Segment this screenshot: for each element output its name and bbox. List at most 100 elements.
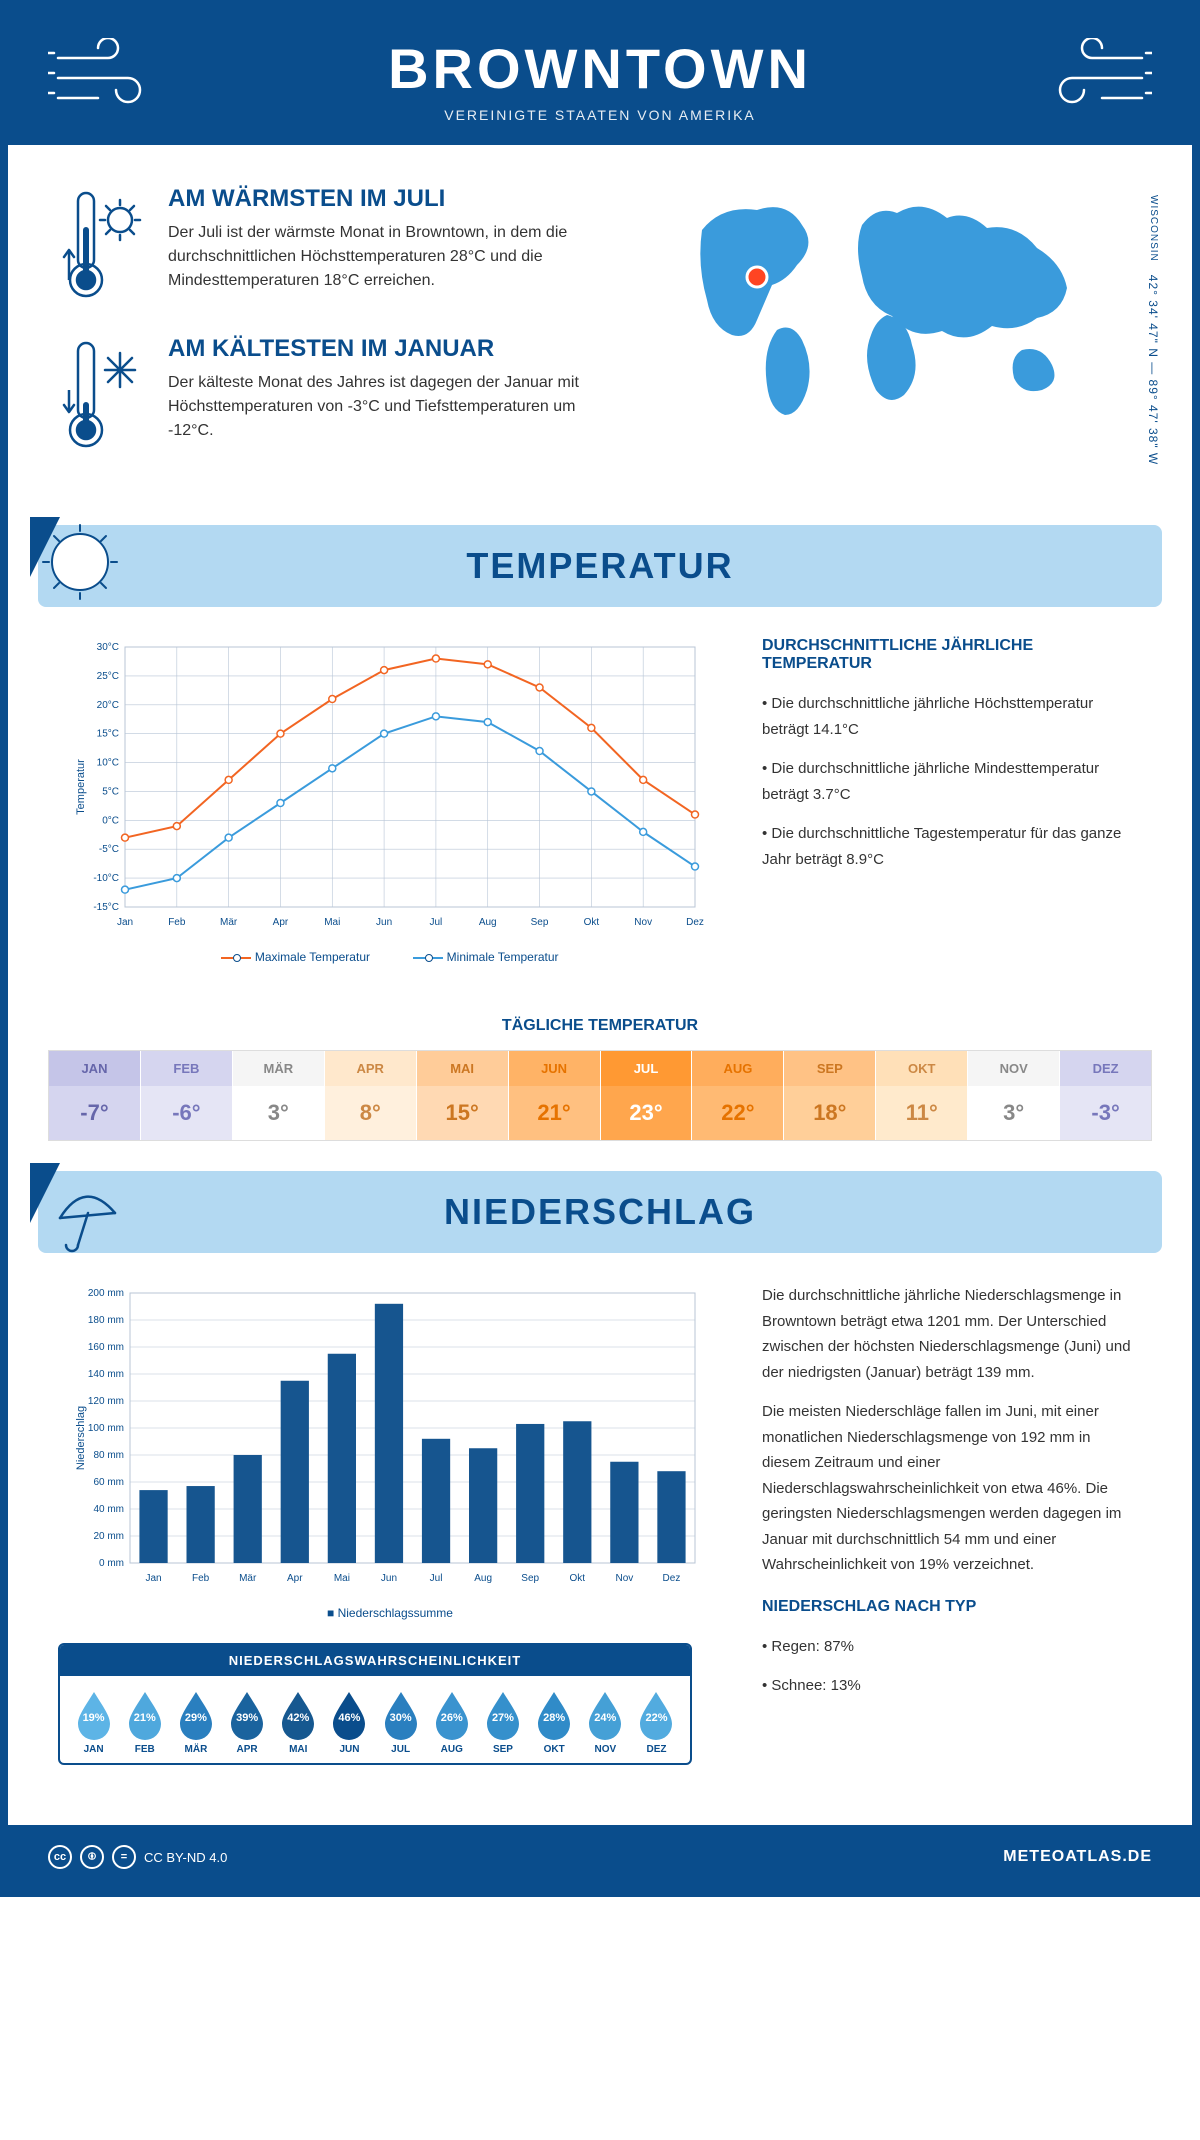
svg-text:Aug: Aug [474,1573,492,1584]
temp-cell: NOV3° [968,1051,1060,1140]
precip-type-item: • Regen: 87% [762,1634,1142,1660]
wind-icon [48,38,158,118]
temp-bullet: • Die durchschnittliche Tagestemperatur … [762,821,1142,872]
prob-title: NIEDERSCHLAGSWAHRSCHEINLICHKEIT [60,1645,690,1676]
temp-cell: OKT11° [876,1051,968,1140]
coldest-title: AM KÄLTESTEN IM JANUAR [168,335,588,363]
svg-text:40 mm: 40 mm [93,1504,124,1515]
prob-cell: 46%JUN [324,1688,375,1755]
temp-cell: AUG22° [692,1051,784,1140]
svg-text:Dez: Dez [663,1573,681,1584]
prob-cell: 21%FEB [119,1688,170,1755]
precip-text-1: Die durchschnittliche jährliche Niedersc… [762,1283,1142,1385]
prob-cell: 24%NOV [580,1688,631,1755]
temp-cell: JAN-7° [49,1051,141,1140]
temp-summary-title: DURCHSCHNITTLICHE JÄHRLICHE TEMPERATUR [762,637,1142,673]
svg-text:10°C: 10°C [97,758,119,769]
thermometer-cold-icon [58,335,148,455]
site-name: METEOATLAS.DE [1003,1848,1152,1866]
coldest-text: Der kälteste Monat des Jahres ist dagege… [168,371,588,443]
svg-text:Dez: Dez [686,917,704,928]
by-icon: 🅯 [80,1845,104,1869]
svg-text:0°C: 0°C [102,815,119,826]
svg-text:Apr: Apr [273,917,289,928]
temperature-line-chart: -15°C -10°C -5°C 0°C 5°C 10°C 15°C 20°C 25°C 30°C… [58,637,722,967]
svg-text:Jan: Jan [117,917,133,928]
svg-text:60 mm: 60 mm [93,1477,124,1488]
temp-cell: SEP18° [784,1051,876,1140]
temp-cell: APR8° [325,1051,417,1140]
svg-text:Mai: Mai [324,917,340,928]
svg-text:Okt: Okt [570,1573,586,1584]
cc-icon: cc [48,1845,72,1869]
temp-cell: FEB-6° [141,1051,233,1140]
infographic-container: BROWNTOWN VEREINIGTE STAATEN VON AMERIKA… [0,0,1200,1897]
temp-bullet: • Die durchschnittliche jährliche Höchst… [762,691,1142,742]
svg-text:-5°C: -5°C [99,844,119,855]
svg-text:Mai: Mai [334,1573,350,1584]
world-map-icon [662,185,1102,425]
svg-text:15°C: 15°C [97,729,119,740]
top-section: AM WÄRMSTEN IM JULI Der Juli ist der wär… [8,145,1192,515]
svg-text:Apr: Apr [287,1573,303,1584]
svg-text:Feb: Feb [168,917,186,928]
svg-text:Jun: Jun [381,1573,397,1584]
temp-section-title: TEMPERATUR [38,545,1162,587]
thermometer-hot-icon [58,185,148,305]
svg-text:80 mm: 80 mm [93,1450,124,1461]
warmest-text: Der Juli ist der wärmste Monat in Brownt… [168,221,588,293]
svg-text:120 mm: 120 mm [88,1396,124,1407]
svg-text:Niederschlag: Niederschlag [75,1406,87,1470]
svg-text:180 mm: 180 mm [88,1315,124,1326]
svg-text:Jul: Jul [430,917,443,928]
temp-section-banner: TEMPERATUR [38,525,1162,607]
svg-text:25°C: 25°C [97,671,119,682]
svg-text:200 mm: 200 mm [88,1288,124,1299]
temp-cell: MÄR3° [233,1051,325,1140]
svg-text:-10°C: -10°C [93,873,119,884]
prob-cell: 27%SEP [477,1688,528,1755]
prob-cell: 29%MÄR [170,1688,221,1755]
prob-cell: 28%OKT [529,1688,580,1755]
temp-cell: JUL23° [601,1051,693,1140]
prob-cell: 26%AUG [426,1688,477,1755]
nd-icon: = [112,1845,136,1869]
wind-icon [1042,38,1152,118]
svg-text:0 mm: 0 mm [99,1558,124,1569]
daily-temp-grid: JAN-7°FEB-6°MÄR3°APR8°MAI15°JUN21°JUL23°… [48,1050,1152,1141]
precipitation-bar-chart: 0 mm20 mm40 mm60 mm80 mm100 mm120 mm140 … [58,1283,722,1623]
svg-text:Nov: Nov [615,1573,633,1584]
svg-text:Jun: Jun [376,917,392,928]
svg-text:Aug: Aug [479,917,497,928]
temp-bullet: • Die durchschnittliche jährliche Mindes… [762,756,1142,807]
header: BROWNTOWN VEREINIGTE STAATEN VON AMERIKA [8,8,1192,145]
svg-text:Mär: Mär [239,1573,257,1584]
precip-type-title: NIEDERSCHLAG NACH TYP [762,1598,1142,1616]
svg-text:5°C: 5°C [102,786,119,797]
svg-text:Sep: Sep [531,917,549,928]
svg-text:-15°C: -15°C [93,902,119,913]
country-subtitle: VEREINIGTE STAATEN VON AMERIKA [8,107,1192,123]
city-title: BROWNTOWN [8,36,1192,101]
prob-cell: 22%DEZ [631,1688,682,1755]
temp-cell: MAI15° [417,1051,509,1140]
prob-cell: 42%MAI [273,1688,324,1755]
svg-text:Temperatur: Temperatur [75,759,87,815]
prob-cell: 19%JAN [68,1688,119,1755]
svg-text:Mär: Mär [220,917,238,928]
warmest-title: AM WÄRMSTEN IM JULI [168,185,588,213]
sun-icon [30,517,150,617]
svg-text:Jan: Jan [145,1573,161,1584]
svg-text:30°C: 30°C [97,642,119,653]
precip-section-banner: NIEDERSCHLAG [38,1171,1162,1253]
precip-section-title: NIEDERSCHLAG [38,1191,1162,1233]
precip-type-item: • Schnee: 13% [762,1673,1142,1699]
footer: cc 🅯 = CC BY-ND 4.0 METEOATLAS.DE [8,1825,1192,1889]
prob-cell: 30%JUL [375,1688,426,1755]
svg-text:Okt: Okt [584,917,600,928]
warmest-block: AM WÄRMSTEN IM JULI Der Juli ist der wär… [58,185,632,305]
precip-probability-box: NIEDERSCHLAGSWAHRSCHEINLICHKEIT 19%JAN21… [58,1643,692,1765]
temp-cell: DEZ-3° [1060,1051,1151,1140]
svg-text:140 mm: 140 mm [88,1369,124,1380]
svg-text:20°C: 20°C [97,700,119,711]
